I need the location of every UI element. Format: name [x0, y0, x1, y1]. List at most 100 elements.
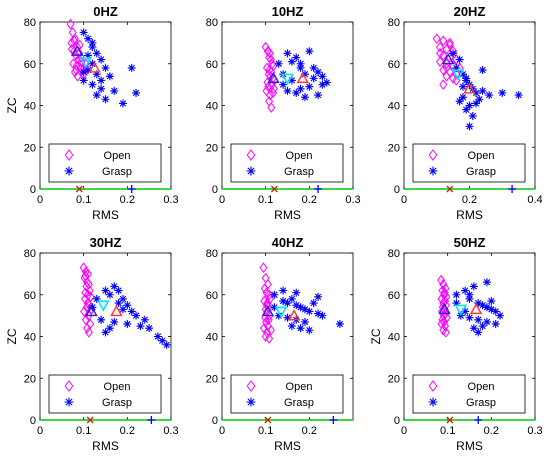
x-tick-label: 0.2	[120, 425, 135, 437]
x-tick-label: 0.3	[345, 194, 360, 206]
grasp-point	[101, 95, 110, 104]
grasp-point	[455, 55, 464, 64]
x-tick-label: 0.1	[76, 194, 91, 206]
grasp-point	[97, 315, 106, 324]
open-point	[266, 47, 275, 59]
grasp-point	[114, 286, 123, 295]
grasp-point	[469, 282, 478, 291]
open-point	[78, 64, 87, 76]
open-axis-marker	[75, 185, 83, 193]
grasp-point	[314, 292, 323, 301]
x-axis-label: RMS	[456, 208, 483, 222]
y-tick-label: 20	[388, 142, 400, 154]
grasp-point	[92, 49, 101, 58]
y-tick-label: 60	[206, 59, 218, 71]
legend: Open Grasp	[48, 374, 162, 414]
grasp-point	[279, 297, 288, 306]
legend-open-label: Open	[104, 381, 131, 393]
open-centroid-marker	[267, 71, 280, 84]
grasp-point	[101, 286, 110, 295]
legend-box	[230, 143, 344, 183]
grasp-point	[105, 324, 114, 333]
legend-grasp-marker	[64, 166, 74, 176]
grasp-point	[478, 301, 487, 310]
legend-open-label: Open	[286, 381, 313, 393]
y-tick-label: 60	[206, 290, 218, 302]
open-point	[445, 37, 454, 49]
y-tick-label: 80	[206, 17, 218, 29]
grasp-point	[127, 307, 136, 316]
grasp-point	[162, 340, 171, 349]
grasp-point	[97, 76, 106, 85]
x-tick-label: 0.1	[76, 425, 91, 437]
scatter-panel-3: 0 0.2 0.4 0 20 40 60 80 20HZ RMS Open Grasp	[388, 4, 543, 222]
x-tick-label: 0	[219, 425, 225, 437]
legend-grasp-marker	[246, 397, 256, 407]
grasp-point	[123, 319, 132, 328]
grasp-point	[305, 307, 314, 316]
grasp-point	[318, 80, 327, 89]
open-point	[439, 50, 448, 61]
grasp-point	[318, 311, 327, 320]
legend-grasp-marker	[246, 166, 256, 176]
data-points	[261, 41, 331, 113]
y-tick-label: 60	[388, 290, 400, 302]
grasp-point	[97, 84, 106, 93]
open-point	[442, 70, 451, 82]
grasp-point	[88, 80, 97, 89]
data-points	[259, 262, 344, 344]
legend-box	[412, 374, 526, 414]
grasp-point	[465, 101, 474, 110]
open-axis-marker	[446, 185, 454, 193]
open-centroid-marker	[442, 53, 455, 65]
y-tick-label: 20	[388, 373, 400, 385]
grasp-point	[472, 88, 481, 97]
grasp-point	[452, 63, 461, 72]
mean-marker	[281, 73, 294, 86]
grasp-point	[79, 28, 88, 37]
grasp-point	[300, 305, 309, 314]
open-point	[67, 43, 76, 55]
open-point	[266, 89, 275, 101]
open-point	[79, 262, 88, 273]
grasp-point	[475, 95, 484, 104]
legend-grasp-label: Grasp	[284, 166, 314, 178]
grasp-point	[287, 57, 296, 66]
x-tick-label: 0.3	[163, 194, 178, 206]
grasp-point	[292, 301, 301, 310]
open-centroid-marker	[438, 302, 451, 315]
grasp-point	[452, 290, 461, 299]
y-tick-label: 80	[24, 17, 36, 29]
legend-open-marker	[428, 380, 438, 392]
legend-open-label: Open	[468, 381, 495, 393]
grasp-point	[465, 313, 474, 322]
grasp-point	[292, 53, 301, 62]
open-point	[73, 70, 82, 82]
scatter-panel-1: 0 0.1 0.2 0.3 0 20 40 60 80 0HZ RMS ZC Open Grasp	[5, 4, 179, 222]
x-tick-label: 0	[401, 194, 407, 206]
y-tick-label: 80	[388, 17, 400, 29]
grasp-point	[92, 294, 101, 303]
y-tick-label: 0	[30, 184, 36, 196]
legend-open-marker	[246, 380, 256, 392]
open-point	[432, 33, 441, 45]
x-axis-label: RMS	[92, 439, 119, 453]
open-point	[77, 52, 86, 63]
data-points	[79, 262, 171, 349]
panel-title: 20HZ	[454, 4, 486, 19]
open-point	[260, 283, 269, 294]
open-point	[265, 333, 274, 344]
open-point	[83, 322, 92, 334]
open-point	[441, 326, 450, 338]
scatter-panel-5: 0 0.1 0.2 0 20 40 60 80 40HZ RMS Open Grasp	[206, 235, 354, 453]
open-axis-marker	[270, 185, 278, 193]
legend-box	[48, 143, 162, 183]
grasp-point	[478, 86, 487, 95]
open-point	[439, 79, 448, 90]
grasp-point	[487, 305, 496, 314]
x-tick-label: 0.4	[527, 194, 542, 206]
grasp-point	[465, 122, 474, 131]
grasp-point	[462, 105, 471, 114]
data-points	[437, 274, 505, 338]
